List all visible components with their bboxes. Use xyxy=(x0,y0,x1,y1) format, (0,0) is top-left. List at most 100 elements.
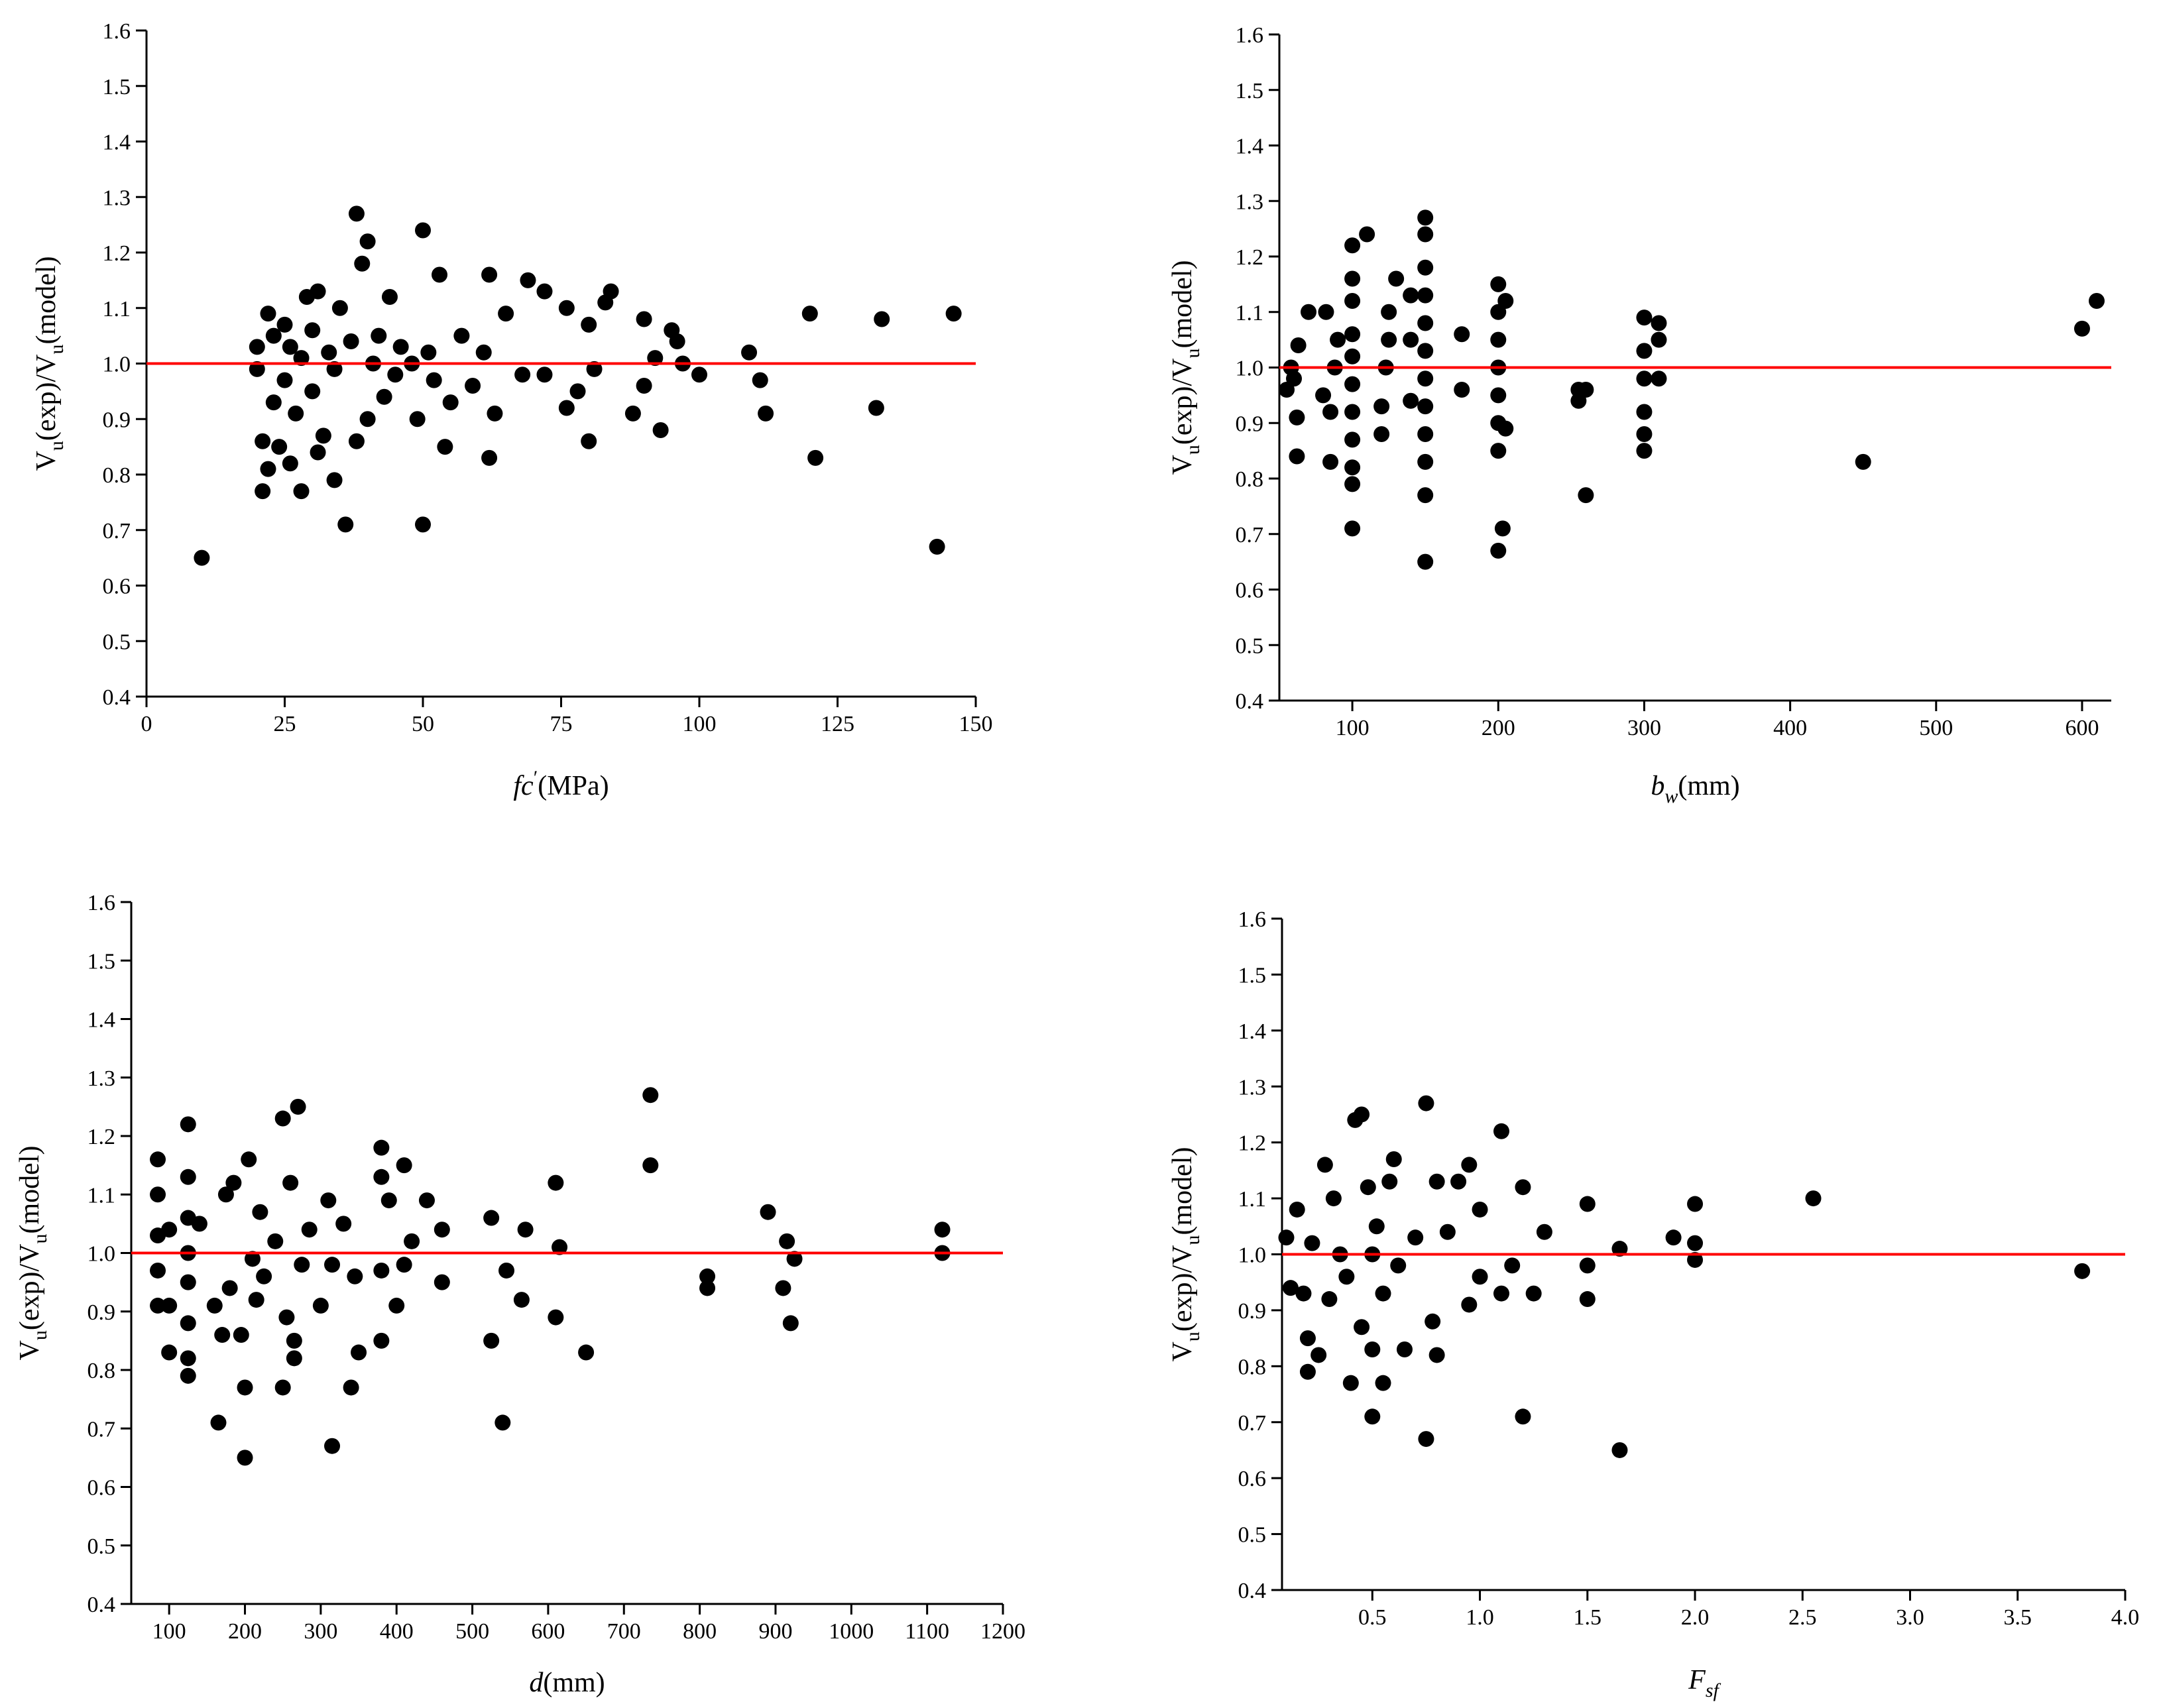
y-axis-label: Vu(exp)/Vu(model) xyxy=(1167,1147,1204,1362)
label-part: (model) xyxy=(31,256,62,345)
point xyxy=(335,1216,352,1232)
x-tick-label: 4.0 xyxy=(2111,1605,2140,1630)
point xyxy=(256,1268,272,1284)
point xyxy=(194,549,210,566)
point xyxy=(265,327,282,344)
point xyxy=(498,1262,515,1279)
y-tick-label: 1.2 xyxy=(87,1125,116,1149)
point xyxy=(481,449,498,466)
point xyxy=(1396,1341,1413,1358)
point xyxy=(415,516,431,533)
point xyxy=(1325,1190,1342,1207)
y-tick-label: 1.4 xyxy=(87,1008,116,1033)
point xyxy=(1504,1257,1521,1274)
point xyxy=(514,367,531,383)
point xyxy=(786,1251,803,1267)
point xyxy=(1278,1229,1295,1246)
y-tick-label: 0.9 xyxy=(87,1300,116,1325)
point xyxy=(161,1222,178,1238)
point xyxy=(1497,293,1514,309)
point xyxy=(206,1297,223,1314)
panel: 0.4 0.5 0.6 0.7 0.8 0.9 1.0 1.1 1.2 1.3 1.4 1.5 1.6 1… xyxy=(1167,23,2111,807)
x-tick-label: 125 xyxy=(821,712,854,736)
point xyxy=(1579,1257,1596,1274)
point xyxy=(517,1222,534,1238)
point xyxy=(1344,431,1361,448)
point xyxy=(453,327,470,344)
point xyxy=(274,1379,291,1396)
point xyxy=(1651,370,1667,387)
x-tick-label: 700 xyxy=(607,1619,641,1644)
x-tick-label: 300 xyxy=(1627,716,1661,740)
point xyxy=(1299,1330,1316,1347)
point xyxy=(2074,1263,2091,1279)
label-part: (mm) xyxy=(543,1668,605,1698)
point xyxy=(1418,1095,1434,1111)
subscript: u xyxy=(46,344,68,354)
point xyxy=(1428,1173,1445,1190)
point xyxy=(699,1268,716,1284)
y-tick-label: 0.8 xyxy=(103,463,131,488)
point xyxy=(1472,1201,1488,1218)
x-tick-label: 0.5 xyxy=(1358,1605,1387,1630)
x-axis-label: Fsf xyxy=(1688,1665,1721,1701)
x-tick-label: 400 xyxy=(1773,716,1807,740)
point xyxy=(1301,304,1317,320)
point xyxy=(1665,1229,1682,1246)
label-part: (model) xyxy=(1167,260,1198,349)
point xyxy=(1373,426,1390,442)
point xyxy=(278,1309,295,1326)
y-tick-label: 0.6 xyxy=(103,575,131,599)
point xyxy=(1344,520,1361,537)
point xyxy=(320,1192,337,1209)
point xyxy=(271,439,288,455)
point xyxy=(351,1344,367,1361)
point xyxy=(404,1233,420,1249)
label-part: V xyxy=(1167,455,1198,475)
point xyxy=(343,333,359,349)
point xyxy=(237,1379,253,1396)
point xyxy=(495,1414,511,1431)
x-tick-label: 150 xyxy=(959,712,993,736)
point xyxy=(1425,1313,1441,1330)
label-part: fc xyxy=(513,771,534,801)
x-tick-label: 1200 xyxy=(980,1619,1025,1644)
point xyxy=(312,1297,329,1314)
x-tick-label: 900 xyxy=(758,1619,792,1644)
point xyxy=(1342,1375,1359,1391)
y-tick-label: 1.0 xyxy=(1238,1243,1267,1268)
point xyxy=(1417,287,1434,304)
y-tick-label: 1.4 xyxy=(103,131,131,155)
x-tick-label: 25 xyxy=(274,712,296,736)
point xyxy=(387,367,404,383)
point xyxy=(260,461,276,477)
point xyxy=(1322,453,1339,470)
x-tick-label: 0 xyxy=(141,712,152,736)
point xyxy=(354,255,371,272)
point xyxy=(1687,1235,1704,1251)
x-tick-label: 600 xyxy=(531,1619,565,1644)
y-tick-label: 0.9 xyxy=(1238,1299,1267,1324)
point xyxy=(191,1216,207,1232)
point xyxy=(1375,1375,1391,1391)
point xyxy=(868,400,884,416)
point xyxy=(1286,370,1303,387)
point xyxy=(1636,443,1653,459)
point xyxy=(1611,1442,1628,1458)
y-tick-label: 1.5 xyxy=(103,75,131,99)
point xyxy=(548,1309,564,1326)
point xyxy=(945,306,962,322)
point xyxy=(244,1251,261,1267)
point xyxy=(1579,1196,1596,1212)
panel: 0.4 0.5 0.6 0.7 0.8 0.9 1.0 1.1 1.2 1.3 1.4 1.5 1.6 1… xyxy=(15,891,1025,1698)
point xyxy=(1344,237,1361,254)
label-part: (model) xyxy=(1167,1147,1198,1235)
point xyxy=(1322,404,1339,420)
point xyxy=(782,1315,799,1332)
point xyxy=(1515,1179,1531,1196)
point xyxy=(1439,1224,1456,1240)
point xyxy=(775,1280,791,1296)
point xyxy=(373,1262,390,1279)
y-tick-label: 0.5 xyxy=(1238,1523,1267,1548)
y-tick-label: 1.4 xyxy=(1236,135,1264,159)
